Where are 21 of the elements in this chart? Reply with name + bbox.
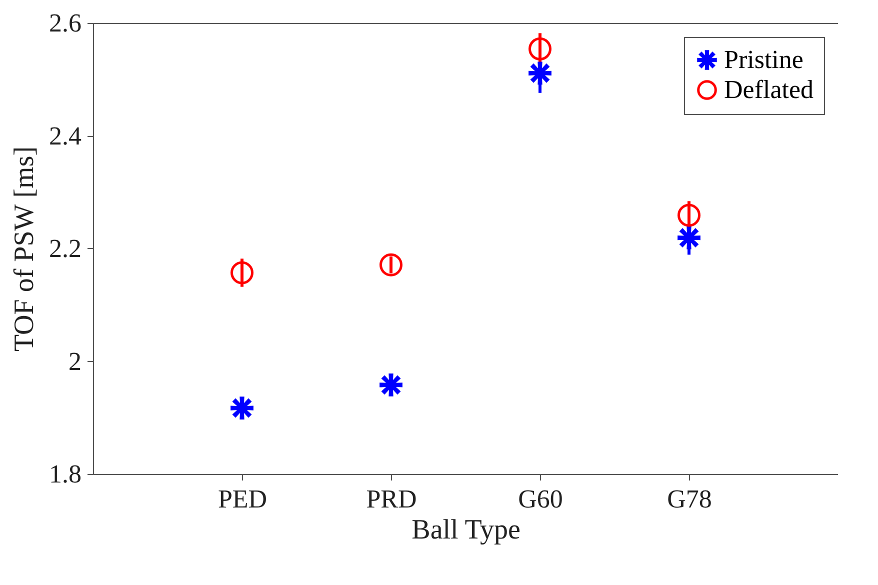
- y-tick-label: 2.2: [49, 234, 82, 263]
- point: [380, 253, 402, 276]
- point: [528, 37, 552, 60]
- point: [230, 261, 254, 284]
- x-tick-label: PED: [218, 484, 268, 514]
- x-tick-label: G60: [518, 484, 563, 514]
- y-tick-label: 2: [68, 346, 82, 376]
- point: [528, 62, 552, 85]
- x-tick-label: G78: [667, 484, 712, 514]
- y-tick-label: 2.6: [49, 8, 82, 38]
- y-tick-label: 2.4: [49, 121, 82, 150]
- point: [678, 226, 700, 250]
- point: [380, 373, 402, 396]
- legend-label: Pristine: [724, 45, 804, 74]
- x-tick-label: PRD: [366, 484, 417, 514]
- y-tick-label: 1.8: [49, 460, 82, 488]
- y-axis-title: TOF of PSW [ms]: [9, 146, 40, 352]
- point: [678, 204, 700, 227]
- point: [230, 396, 254, 420]
- legend-label: Deflated: [724, 75, 814, 104]
- x-axis-title: Ball Type: [412, 514, 520, 546]
